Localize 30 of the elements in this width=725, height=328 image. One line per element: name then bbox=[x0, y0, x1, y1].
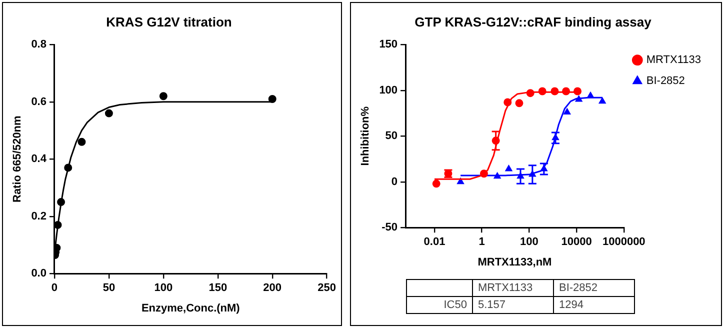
y-tick-label: 0.0 bbox=[31, 268, 46, 280]
x-tick-label: 50 bbox=[102, 282, 116, 294]
legend-label: MRTX1133 bbox=[646, 54, 702, 66]
x-tick-label: 100 bbox=[520, 236, 538, 248]
y-tick-label: 150 bbox=[379, 38, 398, 51]
results-table: MRTX1133 BI-2852 IC50 5.157 1294 bbox=[406, 279, 635, 314]
y-tick-label: 0 bbox=[391, 176, 398, 188]
x-tick-label: 1 bbox=[478, 236, 485, 248]
x-tick-label: 200 bbox=[263, 282, 282, 294]
x-tick-label: 0.01 bbox=[424, 236, 446, 248]
y-tick-label: 50 bbox=[385, 130, 398, 142]
y-tick-label: -50 bbox=[382, 222, 398, 234]
x-tick-label: 1000000 bbox=[602, 236, 646, 248]
y-tick-label: 0.2 bbox=[31, 210, 46, 222]
x-tick-label: 10000 bbox=[561, 236, 592, 248]
y-tick-label: 0.8 bbox=[31, 38, 46, 51]
y-axis-title: Inhibition% bbox=[360, 106, 372, 166]
chart-title: KRAS G12V titration bbox=[106, 14, 232, 30]
legend-label: BI-2852 bbox=[646, 75, 685, 88]
x-tick-label: 100 bbox=[154, 282, 173, 294]
x-axis-title: Enzyme,Conc.(nM) bbox=[141, 302, 240, 314]
y-tick-label: 100 bbox=[379, 84, 398, 96]
x-axis-title: MRTX1133,nM bbox=[478, 256, 552, 268]
x-tick-label: 0 bbox=[51, 282, 58, 294]
x-tick-label: 150 bbox=[208, 282, 228, 294]
x-tick-label: 250 bbox=[318, 282, 336, 294]
chart-title: GTP KRAS-G12V::cRAF binding assay bbox=[414, 14, 652, 30]
y-tick-label: 0.4 bbox=[31, 153, 48, 166]
y-axis-title: Ratio 665/520nm bbox=[12, 115, 24, 203]
y-tick-label: 0.6 bbox=[31, 96, 46, 108]
